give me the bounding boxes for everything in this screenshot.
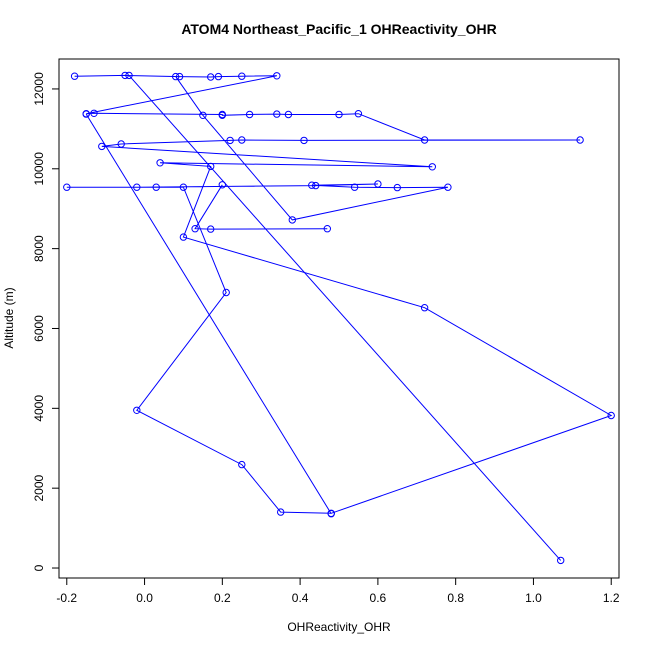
series-line: [66, 74, 613, 514]
data-point: [238, 72, 246, 80]
data-point: [133, 406, 141, 414]
plot-frame: [58, 58, 620, 579]
data-point: [207, 73, 215, 81]
y-tick-label: 10000: [32, 152, 46, 186]
data-point: [327, 510, 335, 518]
data-point: [152, 183, 160, 191]
x-tick-label: -0.2: [56, 591, 77, 605]
data-point: [90, 109, 98, 118]
x-tick-label: 0.2: [214, 591, 231, 605]
x-tick-label: 0.6: [370, 591, 387, 605]
data-point: [273, 72, 281, 80]
data-point: [374, 180, 382, 188]
data-point: [121, 71, 129, 80]
y-tick-label: 6000: [32, 315, 46, 342]
y-tick-label: 2000: [32, 475, 46, 502]
data-point: [179, 183, 188, 191]
data-point: [207, 225, 215, 233]
y-tick-label: 4000: [32, 395, 46, 422]
data-point: [335, 110, 343, 119]
x-axis-label: OHReactivity_OHR: [287, 620, 391, 634]
data-point: [393, 183, 401, 192]
data-point: [238, 460, 246, 469]
data-point: [218, 111, 227, 120]
series-line: [128, 75, 562, 561]
x-tick-label: 0.0: [136, 591, 153, 605]
data-point: [199, 111, 207, 120]
data-point: [63, 183, 71, 191]
data-point: [420, 136, 429, 144]
data-point: [420, 304, 429, 312]
data-point: [284, 110, 293, 119]
data-point: [354, 110, 363, 118]
data-point: [191, 225, 199, 233]
data-point: [557, 556, 565, 565]
data-point: [218, 181, 227, 189]
series-line: [85, 113, 332, 514]
data-point: [175, 72, 184, 81]
data-point: [428, 163, 436, 171]
data-point: [214, 72, 223, 81]
data-point: [238, 136, 246, 144]
y-tick-label: 8000: [32, 235, 46, 262]
data-point: [156, 159, 164, 167]
data-point: [226, 136, 234, 145]
data-point: [245, 110, 254, 119]
data-point: [300, 136, 308, 145]
x-axis: -0.2 0.0 0.2 0.4 0.6 0.8 1.0 1.2: [56, 577, 620, 605]
data-point: [273, 110, 281, 118]
data-point: [288, 216, 296, 224]
data-point: [179, 233, 188, 241]
chart-title: ATOM4 Northeast_Pacific_1 OHReactivity_O…: [181, 21, 496, 37]
data-point: [222, 288, 230, 297]
data-point: [70, 72, 79, 80]
data-point: [117, 140, 125, 148]
data-point: [323, 225, 331, 233]
data-point: [172, 72, 180, 81]
series-layer: [63, 71, 615, 565]
series-line: [194, 184, 328, 230]
x-tick-label: 0.8: [447, 591, 464, 605]
data-point: [576, 136, 584, 144]
data-point: [125, 71, 133, 80]
data-point: [277, 508, 285, 516]
data-point: [82, 110, 90, 118]
data-point: [308, 181, 316, 189]
y-tick-label: 12000: [32, 72, 46, 106]
data-point: [444, 183, 452, 191]
x-tick-label: 1.0: [525, 591, 542, 605]
x-tick-label: 0.4: [292, 591, 309, 605]
data-point: [312, 181, 320, 190]
y-axis: 0 2000 4000 6000 8000 10000 12000: [32, 72, 60, 571]
y-axis-label: Altitude (m): [2, 287, 16, 348]
data-point: [207, 162, 215, 171]
data-point: [98, 142, 106, 151]
data-point: [133, 183, 141, 191]
x-tick-label: 1.2: [603, 591, 620, 605]
data-point: [607, 411, 615, 420]
y-tick-label: 0: [32, 564, 46, 571]
data-point: [350, 183, 359, 191]
